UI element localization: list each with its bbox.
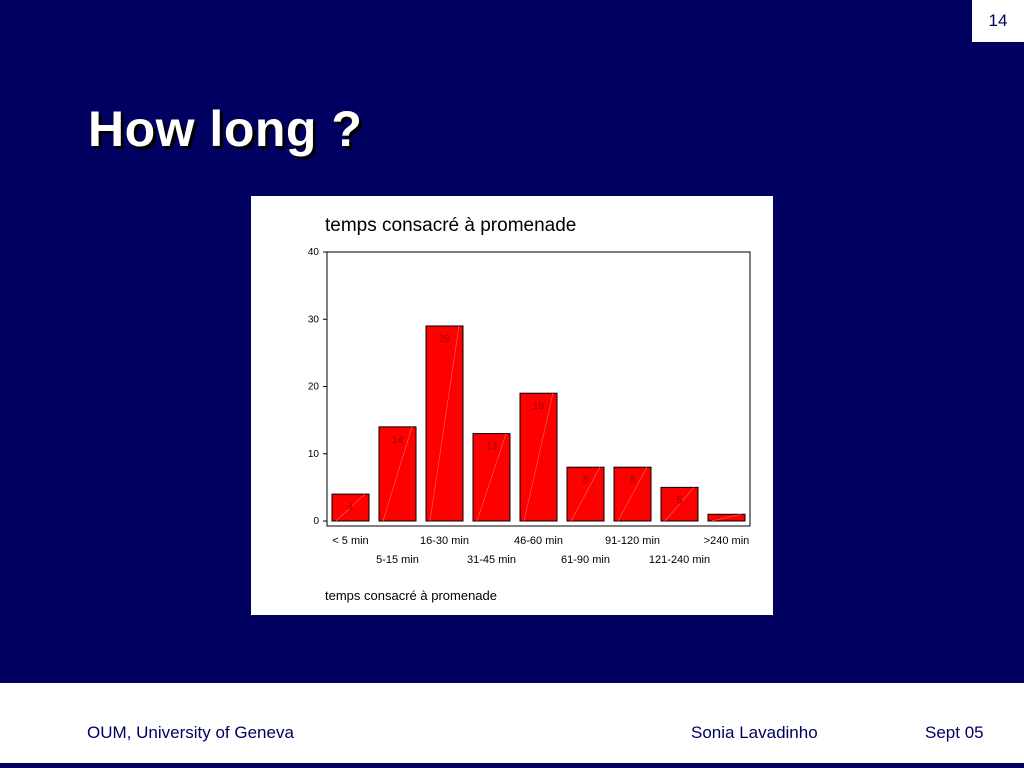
bar-shading-line (382, 426, 413, 522)
bar-data-label: 19 (533, 401, 545, 412)
bar-data-label: 5 (677, 495, 683, 506)
x-tick-label: 91-120 min (605, 535, 660, 547)
bar-data-label: 14 (392, 435, 404, 446)
footer-date: Sept 05 (925, 723, 984, 742)
x-tick-label: 5-15 min (376, 554, 419, 566)
bar-data-label: 13 (486, 442, 498, 453)
bar-chart: temps consacré à promenade 0 10 20 30 40 4 14… (308, 215, 751, 603)
page-number: 14 (988, 11, 1008, 30)
bar-data-label: 8 (630, 475, 636, 486)
bars-group: 4 14 29 13 19 8 8 5 (331, 325, 746, 522)
x-tick-label: < 5 min (332, 535, 368, 547)
bar-shading-line (664, 487, 695, 522)
x-tick-label: 61-90 min (561, 554, 610, 566)
y-tick-label: 30 (308, 314, 320, 325)
plot-area-frame (326, 251, 751, 527)
page-number-box: 14 (972, 0, 1024, 42)
bar-shading-line (711, 513, 742, 522)
bar-shading-line (523, 393, 554, 522)
x-tick-label: 31-45 min (467, 554, 516, 566)
chart-panel: temps consacré à promenade 0 10 20 30 40 4 14… (251, 196, 773, 615)
bar-shading-line (570, 467, 601, 522)
x-tick-label: 46-60 min (514, 535, 563, 547)
y-axis: 0 10 20 30 40 (308, 247, 327, 527)
x-axis-label: temps consacré à promenade (325, 588, 497, 603)
y-tick-label: 20 (308, 382, 320, 393)
bar-shading-line (429, 325, 460, 522)
x-tick-label: >240 min (704, 535, 750, 547)
bar-shading-line (335, 493, 366, 522)
x-tick-label: 16-30 min (420, 535, 469, 547)
bar-shading-line (476, 433, 507, 522)
bar-data-label: 4 (348, 502, 354, 513)
footer-bottom-bar (0, 763, 1024, 768)
footer-author: Sonia Lavadinho (691, 723, 818, 742)
footer: OUM, University of Geneva Sonia Lavadinh… (0, 683, 1024, 763)
y-tick-label: 0 (313, 516, 319, 527)
bar-data-label: 29 (439, 334, 451, 345)
y-tick-label: 10 (308, 449, 320, 460)
bar-data-label: 8 (583, 475, 589, 486)
chart-title: temps consacré à promenade (325, 215, 576, 236)
x-tick-label: 121-240 min (649, 554, 710, 566)
bar-shading-line (617, 467, 648, 522)
footer-institution: OUM, University of Geneva (87, 723, 294, 742)
y-tick-label: 40 (308, 247, 320, 258)
slide-title: How long ? (88, 101, 363, 157)
